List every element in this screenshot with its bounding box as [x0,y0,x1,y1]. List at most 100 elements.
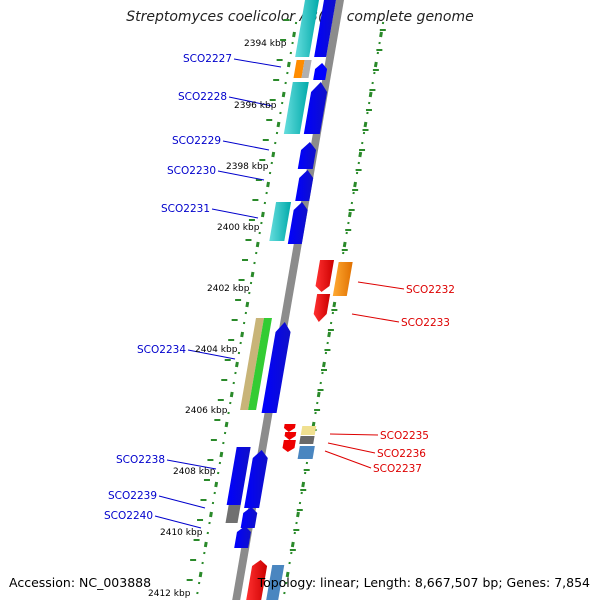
gene-arrow-sco2228 [303,82,328,134]
gene-arrow-sco2229 [297,142,317,169]
gene-label-sco2232[interactable]: SCO2232 [406,284,455,296]
tick-line-forward-outer [214,481,219,488]
gene-label-sco2231[interactable]: SCO2231 [161,203,210,215]
accession-label: Accession: NC_003888 [9,575,152,590]
gene-feature-sco2235-yellow [300,426,317,435]
tick-line-forward-outer [281,91,286,98]
gene-feature-cyan [283,82,309,134]
scale-label: 2400 kbp [217,223,260,233]
tick-line-reverse [296,511,300,518]
gene-label-sco2230[interactable]: SCO2230 [167,165,216,177]
tick-line-reverse [368,91,373,98]
connector-reverse [327,442,376,454]
tick-line-reverse [285,571,290,578]
tick-line-forward-outer [209,511,213,518]
scale-label: 2412 kbp [148,589,191,599]
gene-feature-sco2238 [226,447,251,505]
scale-label: 2394 kbp [244,39,287,49]
gene-label-sco2229[interactable]: SCO2229 [172,135,221,147]
tick-line-forward-outer [260,211,265,218]
connector-forward [158,495,206,509]
tick-line-reverse [353,181,357,188]
tick-line-forward-outer [240,331,245,338]
tick-line-reverse [327,331,332,338]
tick-line-reverse [358,151,363,158]
tick-line-reverse [290,541,295,548]
gene-label-sco2235[interactable]: SCO2235 [380,430,429,442]
gene-arrow-sco2233 [313,294,331,322]
gene-arrow-bottom-red [246,560,268,600]
gene-label-sco2233[interactable]: SCO2233 [401,317,450,329]
scale-label: 2398 kbp [226,162,269,172]
gene-arrow-sco2239 [240,507,258,528]
tick-line-forward-outer [229,391,234,398]
tick-line-forward-outer [224,421,229,428]
connector-forward [228,96,273,107]
gene-label-sco2236[interactable]: SCO2236 [377,448,426,460]
connector-reverse [329,433,379,436]
tick-line-reverse [342,241,347,248]
gene-feature-bottom-blue [266,565,285,600]
gene-features [225,0,353,600]
page-title: Streptomyces coelicolor A3(2), complete … [126,9,474,25]
gene-arrow-sco2232 [315,260,335,292]
connector-forward [222,140,270,151]
connector-forward [166,459,217,470]
gene-feature-orange [293,60,305,78]
tick-line-forward-outer [266,181,270,188]
gene-label-sco2237[interactable]: SCO2237 [373,463,422,475]
gene-arrow-sco2230 [295,170,314,201]
gene-feature-sco2237-blue [297,446,315,459]
scale-label: 2406 kbp [185,406,228,416]
gene-feature-tan [240,318,264,410]
tick-line-forward-outer [219,451,224,458]
tick-line-reverse [379,31,383,38]
gene-label-sco2239[interactable]: SCO2239 [108,490,157,502]
gene-feature-grey [301,60,312,78]
tick-line-forward-outer [255,241,260,248]
tick-line-reverse [363,121,368,128]
tick-line-reverse [301,481,306,488]
connector-reverse [357,281,405,290]
tick-line-reverse [373,61,378,68]
connector-forward [211,208,259,219]
tick-line-forward-outer [198,571,203,578]
scale-label: 2408 kbp [173,467,216,477]
tick-line-forward-outer [286,61,291,68]
tick-line-forward-outer [250,271,255,278]
gene-feature-green [248,318,272,410]
gene-arrow-sco2240 [234,526,251,548]
gene-arrow-sco2234 [261,322,291,413]
scale-label: 2404 kbp [195,345,238,355]
gene-feature-sco2239 [225,505,241,523]
scale-label: 2410 kbp [160,528,203,538]
gene-label-sco2228[interactable]: SCO2228 [178,91,227,103]
connector-forward [154,515,202,529]
gene-arrow-sco2238 [244,450,268,508]
tick-line-reverse [332,301,337,308]
gene-feature-cyan [269,202,292,241]
tick-line-forward-outer [292,31,296,38]
gene-feature-sco2236 [299,436,315,444]
gene-feature-cyan [295,0,319,57]
label-connectors [154,58,405,529]
scale-label: 2396 kbp [234,101,277,111]
gene-label-sco2227[interactable]: SCO2227 [183,53,232,65]
gene-arrow-sco2231 [287,202,308,244]
gene-label-sco2238[interactable]: SCO2238 [116,454,165,466]
connector-forward [217,170,265,181]
gene-arrow-sco2235 [283,424,296,432]
tick-line-reverse [316,391,321,398]
connector-forward [233,58,282,68]
connector-reverse [351,313,400,323]
tick-line-reverse [322,361,326,368]
gene-arrow-sco2235b [284,432,297,440]
gene-arrow-sco2237 [282,440,296,452]
tick-line-reverse [347,211,352,218]
gene-label-sco2240[interactable]: SCO2240 [104,510,153,522]
tick-line-forward-outer [203,541,208,548]
gene-label-sco2234[interactable]: SCO2234 [137,344,186,356]
gene-arrow-sco2227 [313,63,328,80]
